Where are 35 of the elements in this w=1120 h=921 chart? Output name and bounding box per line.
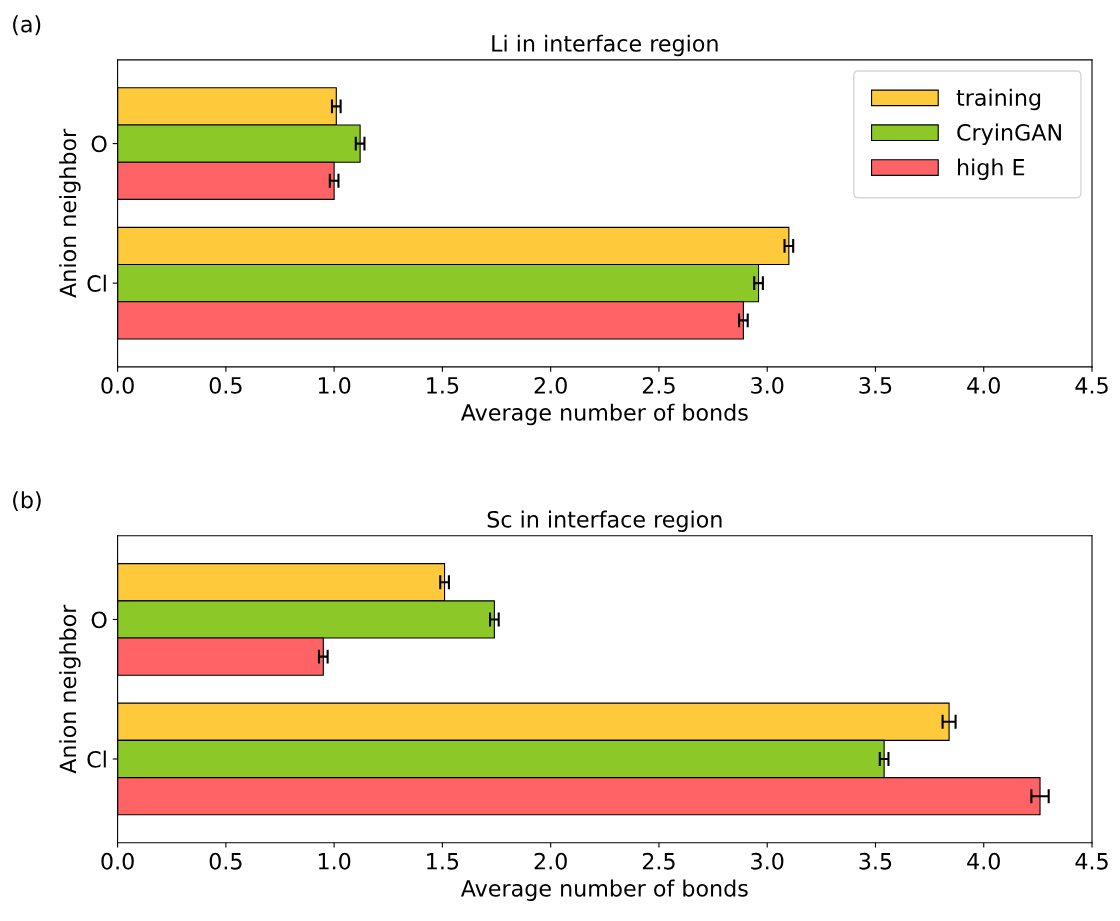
x-axis-title: Average number of bonds [460,879,748,902]
legend-label: high E [958,158,1025,180]
chart-title: Sc in interface region [487,510,722,532]
x-tick-label: 3.5 [859,852,892,870]
x-tick-label: 2.0 [534,376,567,394]
x-tick-label: 0.5 [209,852,242,870]
x-tick-label: 0.0 [101,376,134,394]
x-tick-label: 1.0 [318,852,351,870]
x-tick-label: 2.5 [642,376,675,394]
legend-label: CryinGAN [957,123,1061,146]
x-tick-label: 0.0 [101,852,134,870]
y-tick-label: O [91,611,107,629]
x-tick-label: 4.0 [967,852,1000,870]
text: (a) [13,15,41,36]
x-tick-label: 1.0 [318,376,351,394]
x-tick-label: 0.5 [209,376,242,394]
x-tick-label: 3.0 [751,852,784,870]
y-axis-title: Anion neighbor [59,604,81,774]
x-tick-label: 2.0 [534,852,567,870]
x-tick-label: 4.5 [1075,853,1108,870]
y-tick-label: O [91,135,107,153]
x-tick-label: 2.5 [642,852,675,870]
x-tick-label: 3.5 [859,376,892,394]
chart-title: Li in interface region [492,34,718,57]
text: (b) [13,491,41,511]
y-tick-label: Cl [87,274,106,292]
x-tick-label: 4.5 [1075,377,1108,394]
y-axis-title: Anion neighbor [59,128,81,298]
x-tick-label: 1.5 [427,853,459,870]
x-tick-label: 3.0 [751,376,784,394]
y-tick-label: Cl [87,750,106,768]
x-axis-title: Average number of bonds [460,403,748,426]
x-tick-label: 1.5 [427,377,459,394]
legend-label: training [956,88,1041,111]
x-tick-label: 4.0 [967,376,1000,394]
